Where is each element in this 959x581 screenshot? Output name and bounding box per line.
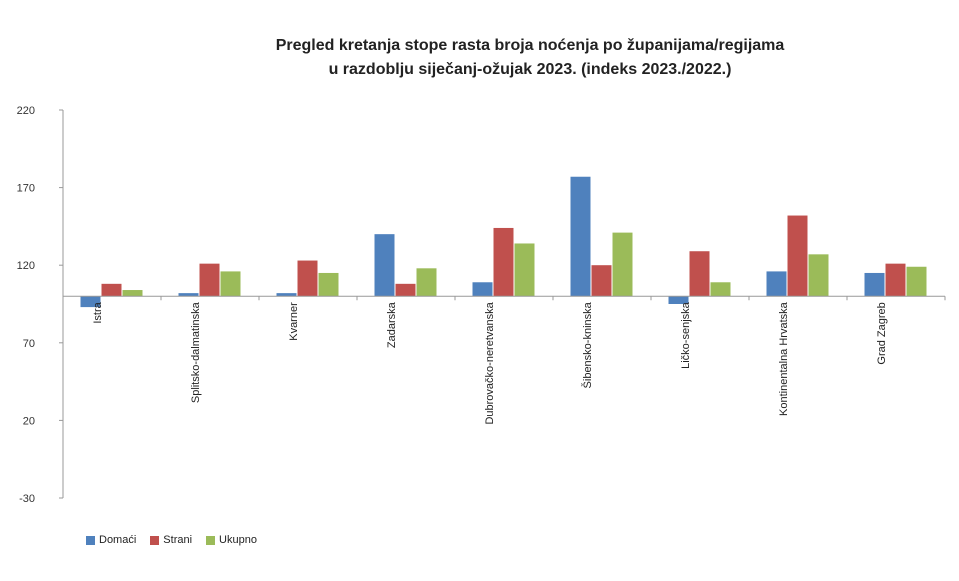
bar-1-1 [199, 263, 220, 297]
bar-0-4 [472, 282, 493, 297]
category-label-6: Ličko-senjska [680, 301, 692, 369]
legend-label-strani: Strani [163, 534, 193, 546]
y-tick-label-3: 70 [23, 338, 35, 350]
legend-label-domaci: Domaći [99, 534, 137, 546]
bar-2-3 [416, 268, 437, 297]
bar-1-8 [885, 263, 906, 297]
category-label-5: Šibensko-kninska [581, 301, 594, 388]
legend-label-ukupno: Ukupno [219, 534, 257, 546]
chart-title-line2: u razdoblju siječanj-ožujak 2023. (indek… [328, 61, 732, 78]
bar-2-4 [514, 243, 535, 297]
category-label-4: Dubrovačko-neretvanska [484, 301, 496, 424]
bar-0-5 [570, 176, 591, 297]
category-label-3: Zadarska [386, 301, 398, 348]
legend-item-domaci: Domaći [86, 534, 136, 546]
legend-swatch-ukupno [206, 535, 216, 545]
bar-0-1 [178, 293, 199, 297]
category-label-2: Kvarner [288, 302, 300, 341]
bar-0-6 [668, 296, 689, 304]
bar-1-0 [101, 283, 122, 297]
legend-swatch-domaci [86, 535, 95, 545]
y-tick-label-2: 120 [17, 260, 35, 272]
bar-2-1 [220, 271, 241, 297]
category-label-0: Istra [92, 301, 104, 323]
bar-2-2 [318, 272, 339, 297]
bar-2-8 [906, 266, 927, 297]
category-label-1: Splitsko-dalmatinska [190, 301, 202, 403]
legend-swatch-strani [150, 535, 160, 545]
legend: Domaći Strani Ukupno [86, 534, 257, 546]
bar-1-5 [591, 265, 612, 297]
bar-2-5 [612, 232, 633, 297]
bar-0-2 [276, 293, 297, 297]
bar-0-3 [374, 234, 395, 297]
bar-1-4 [493, 227, 514, 297]
bar-2-0 [122, 290, 143, 297]
bar-1-7 [787, 215, 808, 297]
bar-2-6 [710, 282, 731, 297]
y-tick-label-0: 220 [17, 105, 35, 117]
bar-2-7 [808, 254, 829, 297]
y-tick-label-1: 170 [17, 183, 35, 195]
chart-title-line1: Pregled kretanja stope rasta broja noćen… [275, 37, 785, 54]
y-tick-label-4: 20 [23, 415, 35, 427]
category-label-8: Grad Zagreb [876, 302, 888, 364]
bar-1-3 [395, 283, 416, 297]
bar-0-0 [80, 296, 101, 308]
bar-0-8 [864, 272, 885, 297]
legend-item-strani: Strani [150, 534, 192, 546]
category-label-7: Kontinentalna Hrvatska [778, 301, 790, 416]
legend-item-ukupno: Ukupno [206, 534, 257, 546]
bar-0-7 [766, 271, 787, 297]
bar-1-2 [297, 260, 318, 297]
chart-title: Pregled kretanja stope rasta broja noćen… [180, 34, 880, 82]
y-tick-label-5: -30 [19, 493, 35, 505]
bar-1-6 [689, 251, 710, 297]
